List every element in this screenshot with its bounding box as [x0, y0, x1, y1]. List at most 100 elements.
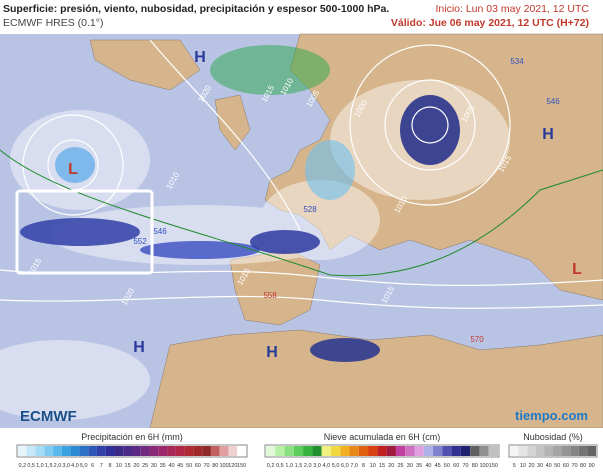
legend-tick: 120 [228, 463, 237, 469]
model: ECMWF HRES (0.1°) [3, 17, 104, 29]
legend-tick: 30 [537, 463, 543, 469]
legend-tick: 10 [116, 463, 122, 469]
legend-swatch [553, 446, 562, 456]
legend-swatch [312, 446, 322, 456]
title: Superficie: presión, viento, nubosidad, … [3, 3, 390, 15]
legend-tick: 80 [212, 463, 218, 469]
legend-tick: 60 [453, 463, 459, 469]
legend-swatch [114, 446, 124, 456]
legend-tick: 30 [151, 463, 157, 469]
legend-tick: 35 [160, 463, 166, 469]
legend-swatch [330, 446, 341, 456]
thickness-label: 558 [263, 291, 277, 300]
legend-tick: 5 [513, 463, 516, 469]
legend-swatch [451, 446, 461, 456]
legend-swatch [561, 446, 571, 456]
thickness-label: 552 [133, 237, 147, 246]
legend-border [508, 444, 598, 458]
legend-tick: 40 [425, 463, 431, 469]
legend-swatch [518, 446, 528, 456]
legend-swatch [132, 446, 141, 456]
legend-tick: 2,0 [304, 463, 312, 469]
precipitation [20, 45, 460, 362]
legend-swatch [386, 446, 396, 456]
legend-swatch [570, 446, 579, 456]
legend-tick: 100 [479, 463, 488, 469]
legend-swatch [18, 446, 27, 456]
legend-border [16, 444, 248, 458]
legend-swatch [105, 446, 115, 456]
legend-swatch [96, 446, 106, 456]
legend-tick: 35 [416, 463, 422, 469]
legend-swatch [510, 446, 519, 456]
valid-time: Válido: Jue 06 may 2021, 12 UTC (H+72) [390, 17, 589, 29]
legend-swatch [340, 446, 350, 456]
pressure-center: L [572, 261, 582, 278]
legend-tick: 1,0 [285, 463, 293, 469]
legend-swatch [303, 446, 313, 456]
legend-swatch [70, 446, 80, 456]
legend-tick: 1,0 [36, 463, 44, 469]
legend-tick: 50 [554, 463, 560, 469]
legend-tick: 4,0 [322, 463, 330, 469]
legend-swatch [405, 446, 415, 456]
legend-tick: 10 [370, 463, 376, 469]
legend-tick: 20 [133, 463, 139, 469]
legend-tick: 15 [125, 463, 131, 469]
legend-swatch [395, 446, 406, 456]
legend-swatch [35, 446, 45, 456]
legend-swatch [527, 446, 536, 456]
init-time: Inicio: Lun 03 may 2021, 12 UTC [435, 3, 589, 15]
legend-swatch [193, 446, 203, 456]
legend-swatch [140, 446, 150, 456]
isobar-lines [0, 39, 603, 309]
land [89, 33, 603, 429]
legend-tick: 2,0 [54, 463, 62, 469]
legend-title: Nieve acumulada en 6H (cm) [324, 432, 441, 442]
legend-tick: 80 [580, 463, 586, 469]
legend-tick: 0,5 [276, 463, 284, 469]
legend-tick: 50 [186, 463, 192, 469]
legend-swatch [266, 446, 276, 456]
legend-tick: 4,0 [71, 463, 79, 469]
legend-swatch [44, 446, 54, 456]
legend-tick: 25 [397, 463, 403, 469]
legend-swatch [414, 446, 424, 456]
legend-tick: 45 [435, 463, 441, 469]
pressure-center: L [68, 161, 78, 178]
legend-tick: 100 [219, 463, 228, 469]
legend-swatch [578, 446, 588, 456]
legend-tick: 7 [100, 463, 103, 469]
legend-tick: 7,0 [350, 463, 358, 469]
legend-tick: 6 [91, 463, 94, 469]
legend-tick: 30 [407, 463, 413, 469]
ecmwf-logo: ECMWF [20, 408, 77, 425]
legend-tick: 150 [237, 463, 246, 469]
legend-swatch [377, 446, 387, 456]
legend-swatch [184, 446, 194, 456]
legend-swatch [349, 446, 359, 456]
legend-swatch [535, 446, 545, 456]
legend-tick: 50 [444, 463, 450, 469]
legend-swatch [26, 446, 36, 456]
thickness-label: 570 [470, 335, 484, 344]
pressure-center: H [133, 339, 145, 356]
legend-tick: 6,0 [341, 463, 349, 469]
legend-swatch [219, 446, 229, 456]
thickness-label: 546 [546, 97, 560, 106]
legend-tick: 1,5 [45, 463, 53, 469]
highlight-box [15, 189, 154, 275]
legend-swatch [88, 446, 97, 456]
legend-title: Precipitación en 6H (mm) [81, 432, 183, 442]
legend-swatch [284, 446, 294, 456]
legend-tick: 0,5 [27, 463, 35, 469]
legend-swatch [210, 446, 220, 456]
legend-tick: 20 [388, 463, 394, 469]
pressure-center: H [194, 49, 206, 66]
legend-swatch [237, 446, 246, 456]
legend-tick: 20 [528, 463, 534, 469]
legend-border [264, 444, 500, 458]
legend-swatch [321, 446, 331, 456]
legend-tick: 90 [589, 463, 595, 469]
